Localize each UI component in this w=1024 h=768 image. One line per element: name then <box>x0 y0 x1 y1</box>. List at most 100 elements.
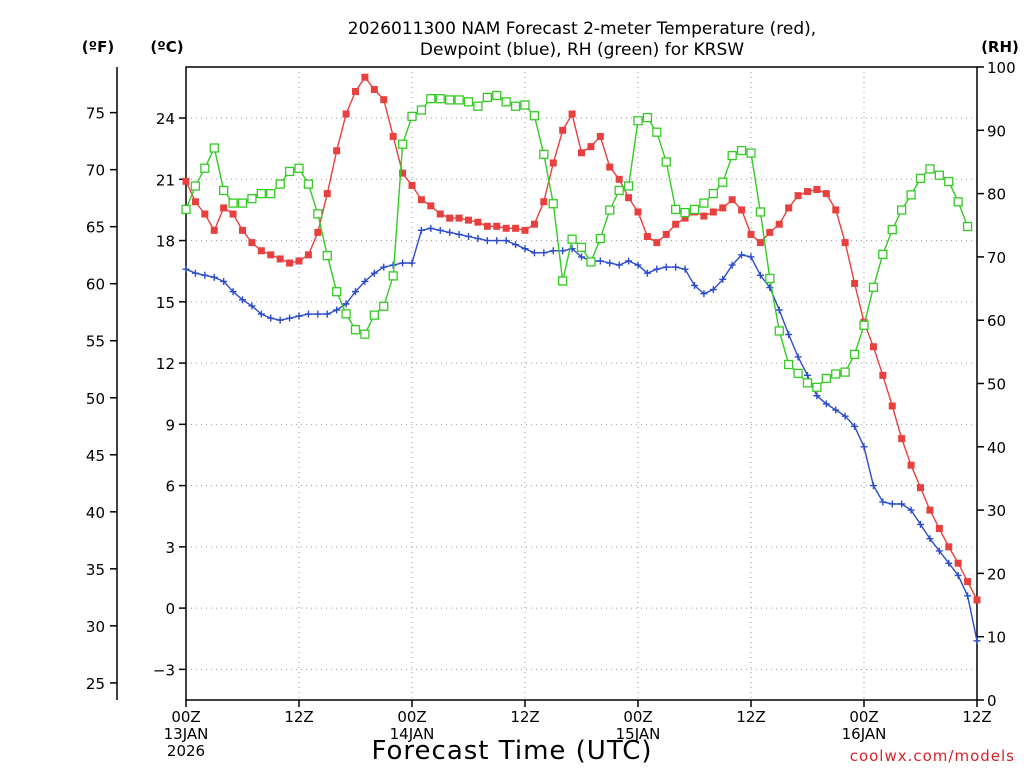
celsius-tick-label: −3 <box>153 661 175 679</box>
rh-point <box>897 205 907 215</box>
rh-point <box>247 194 257 204</box>
temperature-point <box>540 198 548 206</box>
rh-tick-label: 10 <box>987 629 1006 647</box>
rh-point <box>727 150 737 161</box>
rh-point <box>322 250 332 261</box>
rh-point <box>482 92 492 103</box>
rh-point <box>219 185 229 196</box>
dewpoint-point <box>502 237 510 245</box>
rh-point <box>313 209 323 219</box>
fahrenheit-tick-label: 60 <box>86 276 105 294</box>
rh-point <box>463 97 474 107</box>
dewpoint-point <box>700 290 708 298</box>
dewpoint-point <box>323 310 331 318</box>
rh-point <box>294 163 304 173</box>
rh-point <box>341 309 351 319</box>
temperature-point <box>832 206 840 214</box>
rh-point <box>407 111 417 122</box>
rh-point <box>558 276 568 286</box>
dewpoint-point <box>465 232 472 240</box>
rh-tick-label: 70 <box>987 249 1006 267</box>
temperature-point <box>191 198 199 206</box>
x-tick-label: 12Z <box>736 708 765 726</box>
dewpoint-point <box>615 261 623 269</box>
temperature-point <box>399 169 407 177</box>
rh-point <box>746 148 756 158</box>
dewpoint-point <box>898 500 906 508</box>
rh-point <box>397 139 408 149</box>
temperature-point <box>389 132 397 140</box>
temperature-point <box>898 435 906 443</box>
rh-point <box>840 367 850 377</box>
rh-point <box>190 181 201 191</box>
rh-point <box>520 100 530 110</box>
dewpoint-point <box>691 281 698 289</box>
fahrenheit-tick-label: 50 <box>86 390 105 408</box>
rh-point <box>934 170 944 180</box>
temperature-point <box>446 214 454 222</box>
rh-point <box>812 382 822 392</box>
x-tick-label: 15JAN <box>616 725 661 743</box>
temperature-series <box>182 73 981 604</box>
dewpoint-point <box>399 259 407 267</box>
celsius-unit-label: (ºC) <box>150 38 183 56</box>
rh-point <box>350 325 361 335</box>
temperature-point <box>380 96 388 104</box>
dewpoint-point <box>521 245 529 253</box>
temperature-point <box>841 239 849 247</box>
rh-point <box>435 94 445 104</box>
axis-lines <box>110 66 984 707</box>
fahrenheit-tick-label: 35 <box>86 561 105 579</box>
temperature-point <box>945 543 953 551</box>
rh-point <box>699 198 709 208</box>
x-tick-label: 00Z <box>397 708 426 726</box>
temperature-point <box>719 204 727 212</box>
dewpoint-point <box>945 559 953 567</box>
rh-tick-label: 0 <box>987 692 997 710</box>
dewpoint-point <box>559 247 567 255</box>
temperature-point <box>634 208 642 216</box>
temperature-point <box>286 259 294 267</box>
dewpoint-point <box>493 237 501 245</box>
temperature-point <box>483 222 491 230</box>
rh-point <box>303 179 314 189</box>
temperature-point <box>756 239 764 247</box>
dewpoint-point <box>860 443 868 451</box>
temperature-point <box>465 216 472 224</box>
rh-point <box>501 97 511 107</box>
dewpoint-point <box>653 265 661 273</box>
rh-point <box>623 181 634 191</box>
dewpoint-point <box>512 241 520 249</box>
temperature-point <box>427 202 435 210</box>
x-tick-label: 00Z <box>171 708 200 726</box>
dewpoint-point <box>672 263 680 271</box>
rh-point <box>962 221 973 232</box>
temperature-point <box>625 194 633 202</box>
temperature-point <box>775 220 783 228</box>
rh-point <box>859 320 869 330</box>
rh-point <box>652 127 662 137</box>
rh-point <box>237 198 248 208</box>
x-tick-label: 12Z <box>510 708 539 726</box>
dewpoint-point <box>182 265 190 273</box>
temperature-point <box>587 143 595 151</box>
rh-point <box>454 95 464 105</box>
temperature-point <box>474 218 482 226</box>
temperature-point <box>568 110 576 118</box>
dewpoint-point <box>917 520 924 528</box>
rh-point <box>689 204 700 215</box>
dewpoint-point <box>446 228 454 236</box>
temperature-point <box>869 343 877 351</box>
fahrenheit-tick-label: 55 <box>86 333 105 351</box>
temperature-point <box>276 255 284 263</box>
dewpoint-point <box>191 269 199 277</box>
fahrenheit-tick-label: 65 <box>86 219 105 237</box>
rh-point <box>529 111 540 121</box>
rh-point <box>539 149 549 160</box>
dewpoint-point <box>333 306 341 314</box>
dewpoint-point <box>474 235 482 243</box>
rh-point <box>878 249 888 260</box>
rh-point <box>181 204 191 215</box>
dewpoint-point <box>483 237 491 245</box>
dewpoint-point <box>879 498 887 506</box>
